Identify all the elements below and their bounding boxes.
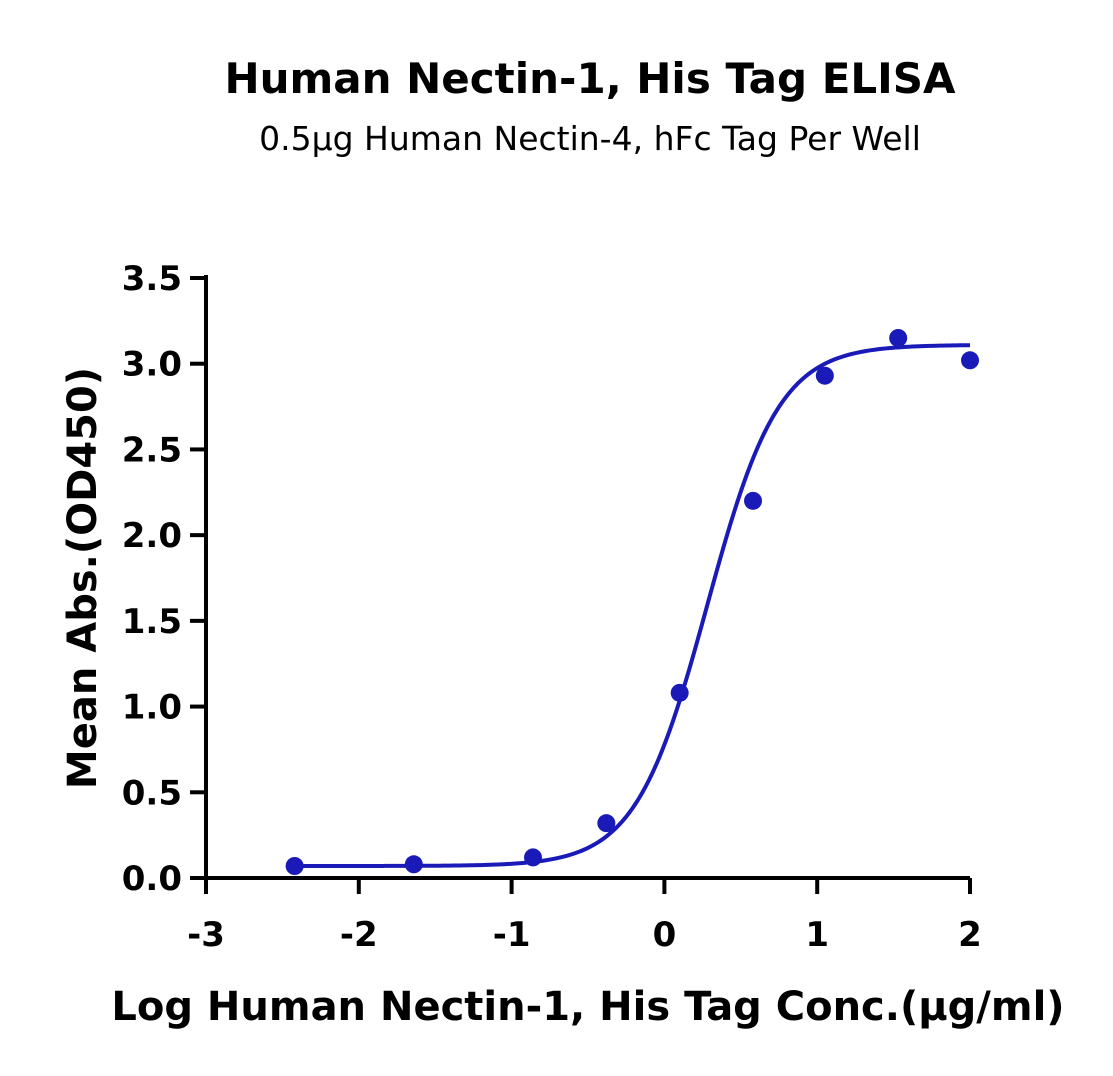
chart-title: Human Nectin-1, His Tag ELISA (224, 54, 956, 103)
y-tick-label: 0.0 (122, 859, 182, 899)
data-point (815, 366, 834, 385)
y-tick-label: 2.0 (122, 516, 182, 556)
x-tick-label: 2 (958, 915, 982, 955)
y-axis-ticks: 0.0 0.5 1.0 1.5 2.0 2.5 3.0 3.5 (122, 259, 206, 899)
x-axis-ticks: -3 -2 -1 0 1 2 (187, 878, 982, 955)
y-tick-label: 2.5 (122, 430, 182, 470)
x-tick-label: -2 (340, 915, 378, 955)
fit-curve (294, 343, 971, 868)
y-tick-label: 3.0 (122, 345, 182, 385)
y-tick-label: 1.0 (122, 688, 182, 728)
y-tick-label: 3.5 (122, 259, 182, 299)
data-point (404, 855, 423, 874)
x-tick-label: 1 (805, 915, 829, 955)
data-point (961, 351, 979, 370)
y-tick-label: 1.5 (122, 602, 182, 642)
x-axis-title: Log Human Nectin-1, His Tag Conc.(μg/ml) (111, 984, 1064, 1030)
data-point (597, 814, 616, 833)
x-tick-label: 0 (653, 915, 677, 955)
data-points (285, 329, 979, 875)
x-tick-label: -1 (493, 915, 531, 955)
chart-subtitle: 0.5μg Human Nectin-4, hFc Tag Per Well (259, 119, 921, 158)
x-tick-label: -3 (187, 915, 225, 955)
data-point (744, 491, 763, 510)
y-tick-label: 0.5 (122, 773, 182, 813)
data-point (523, 848, 542, 867)
data-point (889, 329, 908, 347)
y-axis-title: Mean Abs.(OD450) (60, 367, 106, 789)
data-point (670, 683, 689, 702)
data-point (285, 857, 304, 875)
